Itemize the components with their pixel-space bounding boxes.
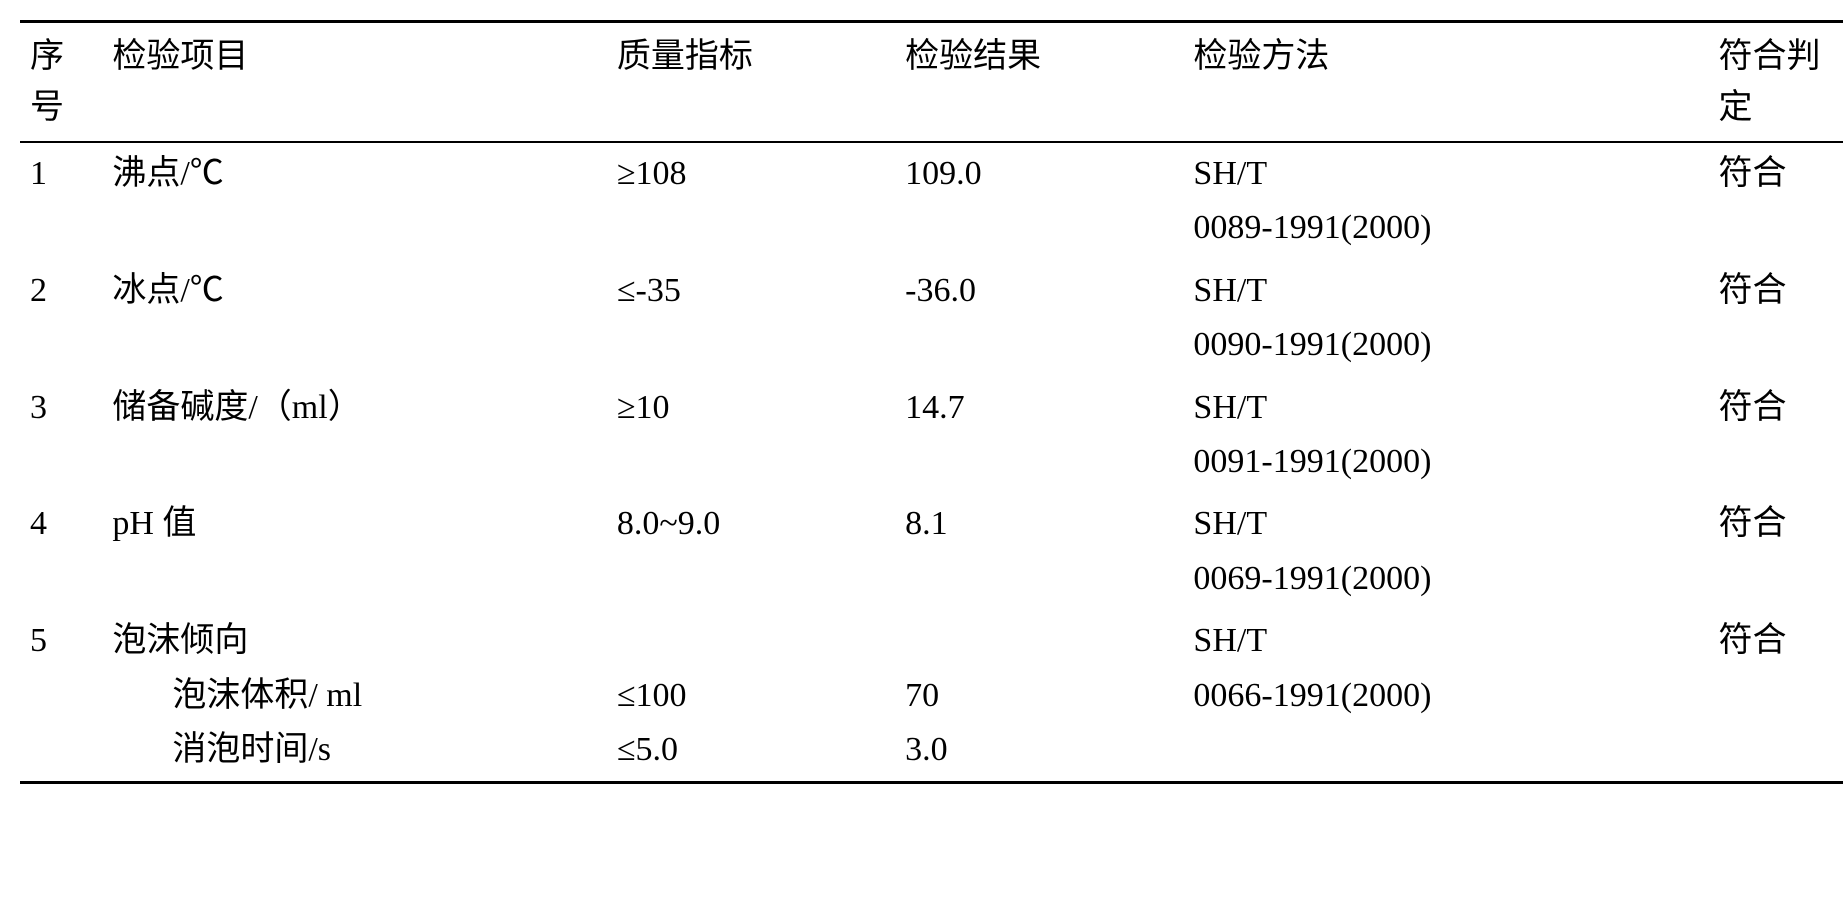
cell-result-value: -36.0: [905, 272, 976, 309]
cell-method: SH/T 0090-1991(2000): [1183, 260, 1708, 377]
header-spec-text: 质量指标: [617, 38, 753, 75]
cell-item-value: 沸点/℃: [112, 155, 223, 192]
cell-item: 冰点/℃: [102, 260, 607, 377]
table-header-row: 序号 检验项目 质量指标 检验结果 检验方法 符合判定: [20, 22, 1843, 143]
cell-conform-value: 符合: [1719, 622, 1787, 659]
header-seq: 序号: [20, 22, 102, 143]
cell-seq-value: 3: [30, 389, 47, 426]
table-row: 1 沸点/℃ ≥108 109.0 SH/T 0089-1991(2000) 符…: [20, 142, 1843, 260]
cell-method-line2: 0090-1991(2000): [1193, 326, 1431, 363]
header-result: 检验结果: [895, 22, 1183, 143]
cell-result: 109.0: [895, 142, 1183, 260]
header-spec: 质量指标: [607, 22, 895, 143]
cell-result-value: 8.1: [905, 505, 948, 542]
table-row: 4 pH 值 8.0~9.0 8.1 SH/T 0069-1991(2000) …: [20, 493, 1843, 610]
cell-item: 泡沫倾向 泡沫体积/ ml 消泡时间/s: [102, 610, 607, 783]
cell-method-line2: 0091-1991(2000): [1193, 443, 1431, 480]
cell-item-line2: 泡沫体积/ ml: [112, 669, 362, 723]
cell-spec-line2: ≤100: [617, 677, 687, 714]
cell-result: -36.0: [895, 260, 1183, 377]
table-row: 5 泡沫倾向 泡沫体积/ ml 消泡时间/s ≤100 ≤5.0 70 3.0: [20, 610, 1843, 783]
cell-method-line1: SH/T: [1193, 389, 1267, 426]
table-row: 3 储备碱度/（ml） ≥10 14.7 SH/T 0091-1991(2000…: [20, 377, 1843, 494]
cell-method-line1: SH/T: [1193, 272, 1267, 309]
cell-spec: ≤100 ≤5.0: [607, 610, 895, 783]
cell-method-line1: SH/T: [1193, 622, 1267, 659]
cell-item-line3: 消泡时间/s: [112, 723, 331, 777]
cell-seq: 5: [20, 610, 102, 783]
inspection-table: 序号 检验项目 质量指标 检验结果 检验方法 符合判定 1 沸点/℃ ≥108 …: [20, 20, 1843, 784]
cell-seq-value: 2: [30, 272, 47, 309]
header-conform-text: 符合判定: [1719, 38, 1821, 126]
cell-item: pH 值: [102, 493, 607, 610]
cell-conform: 符合: [1709, 377, 1843, 494]
cell-conform: 符合: [1709, 142, 1843, 260]
cell-result: 8.1: [895, 493, 1183, 610]
inspection-table-container: 序号 检验项目 质量指标 检验结果 检验方法 符合判定 1 沸点/℃ ≥108 …: [20, 20, 1843, 784]
cell-seq-value: 1: [30, 155, 47, 192]
cell-result-value: 109.0: [905, 155, 982, 192]
cell-method-line1: SH/T: [1193, 155, 1267, 192]
cell-conform: 符合: [1709, 493, 1843, 610]
cell-spec-value: 8.0~9.0: [617, 505, 720, 542]
table-row: 2 冰点/℃ ≤-35 -36.0 SH/T 0090-1991(2000) 符…: [20, 260, 1843, 377]
cell-method: SH/T 0066-1991(2000): [1183, 610, 1708, 783]
cell-item-value: 储备碱度/（ml）: [112, 389, 361, 426]
cell-method-line1: SH/T: [1193, 505, 1267, 542]
cell-item: 储备碱度/（ml）: [102, 377, 607, 494]
header-seq-text: 序号: [30, 38, 64, 126]
cell-conform-value: 符合: [1719, 389, 1787, 426]
cell-conform-value: 符合: [1719, 155, 1787, 192]
cell-result-line3: 3.0: [905, 731, 948, 768]
cell-method: SH/T 0091-1991(2000): [1183, 377, 1708, 494]
cell-conform-value: 符合: [1719, 272, 1787, 309]
cell-seq: 4: [20, 493, 102, 610]
cell-method: SH/T 0089-1991(2000): [1183, 142, 1708, 260]
cell-spec: 8.0~9.0: [607, 493, 895, 610]
cell-item: 沸点/℃: [102, 142, 607, 260]
header-conform: 符合判定: [1709, 22, 1843, 143]
header-item: 检验项目: [102, 22, 607, 143]
cell-result-value: 14.7: [905, 389, 965, 426]
header-result-text: 检验结果: [905, 38, 1041, 75]
cell-result-line2: 70: [905, 677, 939, 714]
cell-method-line2: 0066-1991(2000): [1193, 677, 1431, 714]
cell-item-value: pH 值: [112, 505, 196, 542]
cell-item-value: 冰点/℃: [112, 272, 223, 309]
cell-spec-value: ≤-35: [617, 272, 681, 309]
cell-spec-line3: ≤5.0: [617, 731, 678, 768]
header-method-text: 检验方法: [1193, 38, 1329, 75]
cell-item-line1: 泡沫倾向: [112, 622, 248, 659]
header-item-text: 检验项目: [112, 38, 248, 75]
cell-method: SH/T 0069-1991(2000): [1183, 493, 1708, 610]
cell-spec: ≥108: [607, 142, 895, 260]
cell-spec: ≤-35: [607, 260, 895, 377]
cell-seq: 3: [20, 377, 102, 494]
cell-conform-value: 符合: [1719, 505, 1787, 542]
cell-seq: 2: [20, 260, 102, 377]
cell-spec: ≥10: [607, 377, 895, 494]
cell-conform: 符合: [1709, 610, 1843, 783]
cell-method-line2: 0089-1991(2000): [1193, 209, 1431, 246]
cell-seq-value: 5: [30, 622, 47, 659]
cell-spec-value: ≥108: [617, 155, 687, 192]
cell-seq: 1: [20, 142, 102, 260]
cell-seq-value: 4: [30, 505, 47, 542]
header-method: 检验方法: [1183, 22, 1708, 143]
cell-method-line2: 0069-1991(2000): [1193, 560, 1431, 597]
cell-result: 14.7: [895, 377, 1183, 494]
cell-result: 70 3.0: [895, 610, 1183, 783]
cell-conform: 符合: [1709, 260, 1843, 377]
cell-spec-value: ≥10: [617, 389, 670, 426]
